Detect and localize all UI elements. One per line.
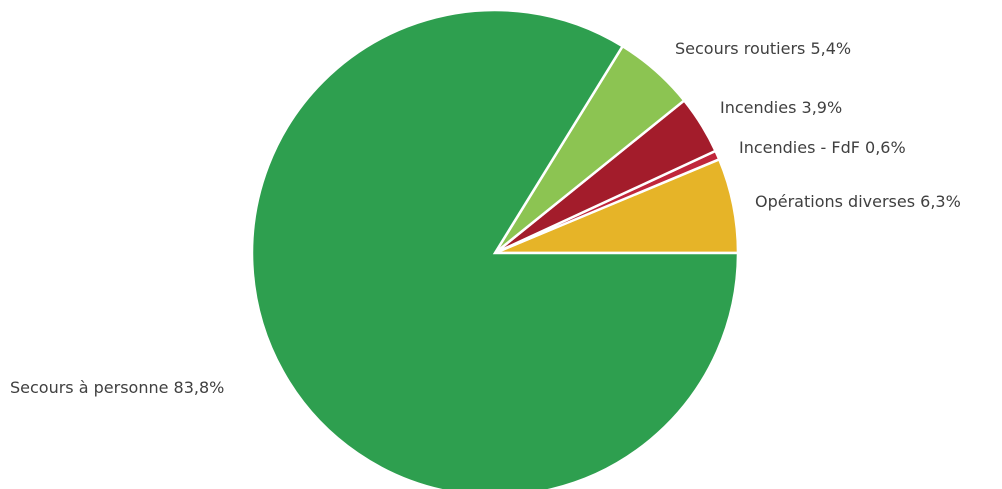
- pie-slice-secours-a-personne: [250, 8, 740, 489]
- label-incendies: Incendies 3,9%: [720, 98, 842, 117]
- pie-slices: [250, 8, 740, 489]
- label-incendies-fdf: Incendies - FdF 0,6%: [739, 138, 906, 157]
- label-secours-routiers: Secours routiers 5,4%: [675, 39, 851, 58]
- label-secours-a-personne: Secours à personne 83,8%: [10, 378, 224, 397]
- pie-labels: Opérations diverses 6,3% Incendies - FdF…: [10, 39, 961, 397]
- label-operations-diverses: Opérations diverses 6,3%: [755, 192, 961, 211]
